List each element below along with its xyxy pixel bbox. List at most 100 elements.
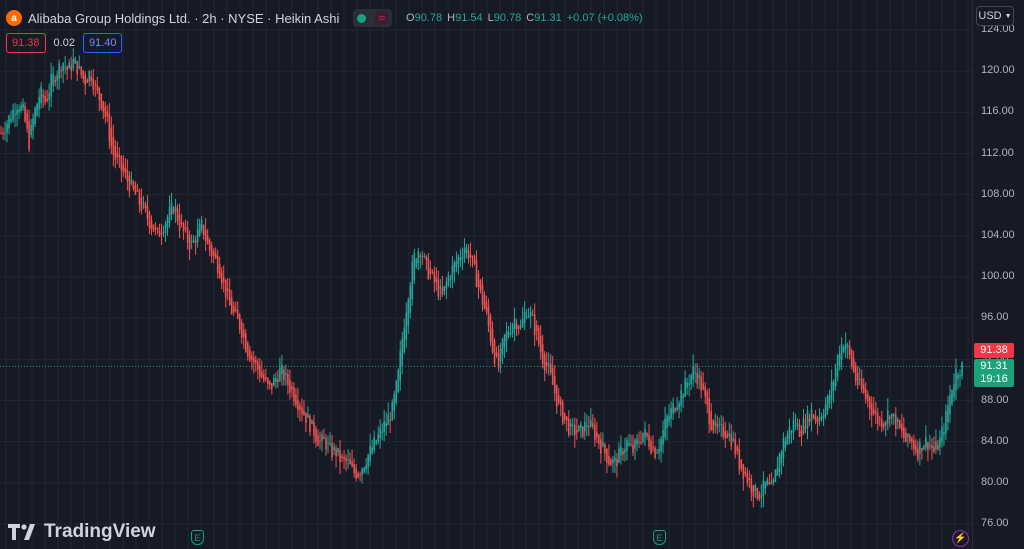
candle-body [786, 434, 789, 445]
candle-body [80, 66, 83, 76]
candle-body [915, 444, 917, 453]
candle-body [465, 247, 468, 254]
legend-controls[interactable]: ≈ [353, 9, 393, 27]
earnings-icon[interactable]: E [191, 530, 204, 545]
candle-body [933, 446, 935, 452]
candle-body [224, 279, 227, 298]
candle-body [792, 419, 795, 432]
candle-body [545, 362, 548, 367]
candle-body [517, 326, 520, 329]
candle-body [455, 261, 458, 268]
candle-body [818, 417, 821, 422]
candle-body [688, 383, 690, 385]
candle-body [716, 423, 719, 428]
bid-button[interactable]: 91.38 [6, 33, 46, 53]
price-tick-label: 80.00 [981, 475, 1009, 488]
candle-body [411, 261, 414, 300]
low-value: 90.78 [493, 12, 522, 24]
candle-body [333, 447, 335, 451]
price-tick-label: 96.00 [981, 311, 1009, 324]
ask-button[interactable]: 91.40 [82, 33, 123, 53]
candle-body [858, 378, 861, 380]
candle-body [812, 414, 815, 419]
candle-body [616, 459, 618, 467]
candle-body [878, 418, 881, 420]
market-status-dot-icon[interactable] [357, 13, 367, 23]
candle-body [407, 299, 410, 327]
candle-body [493, 340, 496, 364]
candle-body [642, 432, 644, 442]
earnings-icon[interactable]: E [653, 530, 666, 545]
candle-body [848, 345, 851, 355]
candle-body [929, 444, 931, 446]
candle-body [373, 437, 375, 451]
candle-body [403, 327, 406, 353]
tradingview-logo[interactable]: TradingView [8, 521, 156, 543]
candle-body [862, 384, 865, 393]
candle-body [120, 156, 123, 171]
candle-body [254, 359, 257, 363]
candle-body [551, 368, 554, 385]
candle-body [475, 260, 478, 288]
candle-body [10, 118, 12, 122]
candle-body [178, 214, 181, 231]
candle-body [608, 455, 610, 465]
candle-body [172, 208, 175, 213]
candle-body [622, 451, 624, 455]
candle-body [405, 312, 408, 341]
alibaba-logo-icon[interactable]: a [6, 10, 22, 26]
candle-body [307, 414, 309, 418]
candle-body [939, 437, 941, 448]
candle-body [214, 253, 217, 259]
candle-body [561, 402, 564, 424]
price-axis[interactable]: 124.00 120.00 116.00 112.00 108.00 104.00 100.… [972, 0, 1024, 549]
candle-body [531, 314, 534, 316]
wave-icon[interactable]: ≈ [375, 11, 389, 25]
candle-body [770, 482, 773, 485]
candle-body [822, 414, 825, 418]
candle-body [947, 405, 949, 423]
candle-body [309, 416, 311, 433]
chart-canvas[interactable]: a Alibaba Group Holdings Ltd. · 2h · NYS… [0, 0, 972, 549]
candle-body [955, 368, 957, 391]
candle-body [850, 350, 853, 366]
price-tick-label: 124.00 [981, 23, 1015, 35]
ohlc-values: O 90.78 H 91.54 L 90.78 C 91.31 +0.07 (+0.08… [406, 12, 648, 24]
bar-countdown: 19:16 [980, 373, 1008, 385]
lightning-icon[interactable]: ⚡ [952, 530, 969, 547]
candle-body [98, 87, 101, 101]
candle-body [594, 424, 596, 441]
candle-body [824, 404, 827, 417]
candle-body [252, 357, 255, 363]
price-chart[interactable] [0, 0, 972, 549]
candle-body [606, 448, 608, 464]
candle-body [828, 395, 831, 404]
candle-body [26, 113, 28, 129]
candle-body [957, 374, 959, 380]
candle-body [698, 374, 700, 379]
candle-body [648, 434, 650, 447]
candle-body [768, 482, 771, 484]
candle-body [24, 105, 26, 122]
candle-body [483, 294, 486, 309]
candle-body [736, 446, 739, 451]
candle-body [826, 396, 829, 411]
candle-body [222, 277, 225, 282]
candle-body [746, 472, 749, 483]
candle-body [52, 73, 54, 86]
candle-body [170, 202, 173, 216]
candle-body [337, 447, 339, 453]
close-label: C [526, 12, 535, 24]
currency-selector[interactable]: USD ▼ [976, 6, 1014, 26]
symbol-title[interactable]: Alibaba Group Holdings Ltd. · 2h · NYSE … [28, 10, 340, 26]
open-label: O [406, 12, 415, 24]
candle-body [866, 393, 869, 402]
candle-body [415, 259, 418, 267]
candle-body [943, 432, 945, 435]
candle-body [503, 334, 506, 348]
candle-body [592, 423, 594, 427]
candle-body [94, 84, 97, 86]
candle-body [6, 123, 8, 133]
candle-body [162, 232, 165, 234]
candle-body [913, 440, 915, 450]
